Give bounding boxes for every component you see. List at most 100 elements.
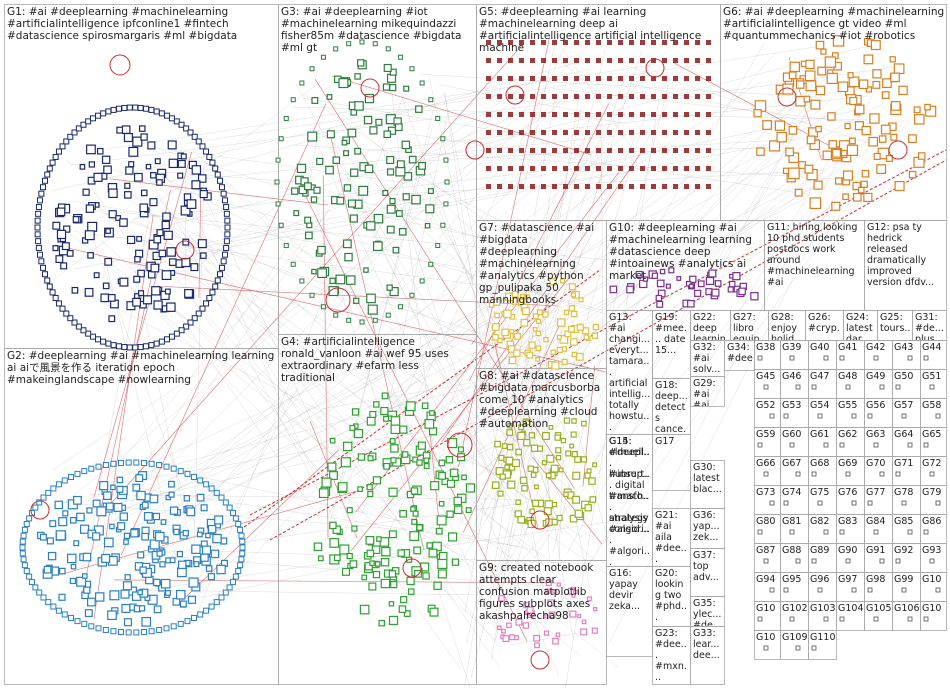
node [317,245,326,255]
node [908,134,917,143]
node [923,355,929,361]
node [191,614,198,621]
node [153,300,163,310]
node [640,94,645,99]
node [367,304,378,315]
node [520,318,529,327]
edge [69,99,857,546]
edge [316,244,570,420]
node [513,635,519,641]
node [823,529,829,535]
node [446,510,454,518]
node [34,217,41,224]
node [74,470,81,477]
node [596,94,601,99]
node [407,588,415,595]
node [417,441,426,450]
node [530,184,535,189]
node [173,118,180,125]
node [105,228,111,234]
node [75,323,82,330]
node [21,526,28,533]
node [329,277,336,284]
edge [382,109,449,433]
node [84,287,94,297]
edge [314,415,503,652]
node [826,72,838,85]
node [328,286,339,297]
node [568,305,576,312]
node [413,546,422,555]
node [618,184,623,189]
node [684,40,689,45]
node [193,561,200,568]
edge [191,474,535,551]
node [530,472,537,478]
edge [181,139,795,257]
node [592,462,598,468]
edge [480,115,908,609]
node [585,76,590,81]
node [347,128,357,138]
node [389,198,396,205]
node [536,318,542,324]
node [36,589,43,596]
node [588,477,596,485]
node [515,618,523,626]
node [444,179,450,185]
node [656,279,665,288]
node [128,146,139,157]
node [503,309,512,319]
edge [158,94,566,556]
node [527,465,535,472]
node [528,432,535,439]
node [123,532,131,540]
node [831,201,841,211]
node [424,222,431,229]
node [19,544,26,551]
edge [311,132,560,676]
node [429,427,438,436]
node [549,278,557,286]
node [390,424,401,435]
node [133,459,140,466]
node [569,443,574,449]
node [901,587,907,593]
node [541,148,546,153]
node [79,524,90,534]
node [199,143,206,150]
node [545,588,551,594]
node [662,130,667,135]
node [806,135,816,145]
node [203,300,210,307]
node [414,569,422,578]
node [526,351,534,359]
node [41,271,48,278]
node [498,595,505,602]
node [511,290,519,298]
node [45,599,52,606]
node [501,443,508,449]
node [196,531,203,538]
node [659,268,666,275]
node [54,500,63,510]
node [109,590,120,601]
node [92,499,101,508]
edge [179,287,372,481]
node [320,304,326,310]
node [168,115,175,122]
node [299,278,305,284]
node [929,558,935,564]
node [133,172,143,182]
edge [467,241,603,542]
node [124,191,132,199]
edge [125,64,652,537]
node [222,589,229,596]
node [907,442,913,448]
node [651,130,656,135]
node [164,288,171,295]
node [403,610,411,617]
node [550,464,559,473]
self-loop [447,432,473,458]
node [556,318,566,327]
